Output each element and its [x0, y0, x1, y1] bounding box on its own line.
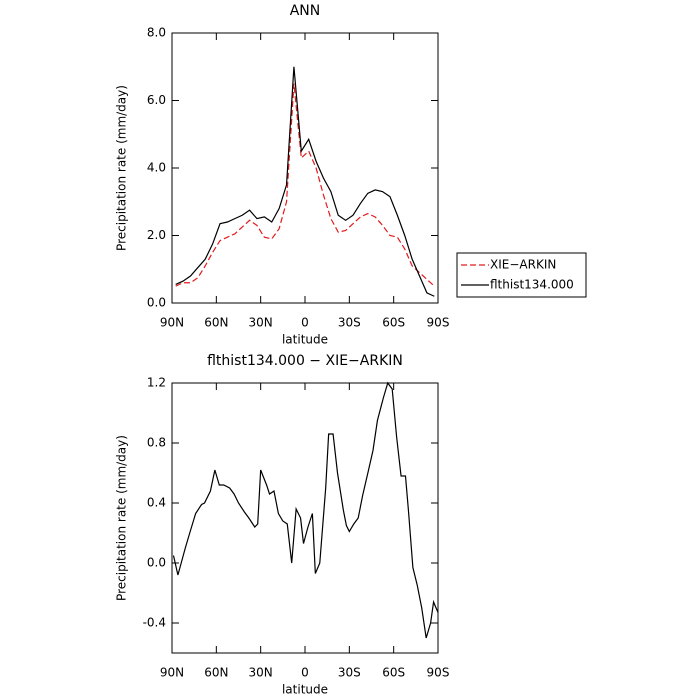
legend-box [456, 252, 587, 298]
legend-label: flthist134.000 [490, 278, 574, 292]
chart-title: ANN [290, 3, 321, 19]
plot-frame [171, 32, 439, 304]
y-tick-label: 0.0 [147, 556, 166, 570]
y-tick-label: 8.0 [147, 26, 166, 40]
x-tick-label: 0 [301, 316, 309, 330]
x-tick-label: 90S [427, 316, 450, 330]
x-tick-label: 90N [160, 666, 184, 680]
data-line [175, 83, 435, 287]
y-tick-label: 2.0 [147, 228, 166, 242]
x-tick-label: 60N [204, 666, 228, 680]
y-tick-label: 0.8 [147, 436, 166, 450]
x-tick-label: 90S [427, 666, 450, 680]
x-tick-label: 60N [204, 316, 228, 330]
x-tick-label: 30S [338, 316, 361, 330]
y-axis-label: Precipitation rate (mm/day) [115, 85, 129, 251]
x-tick-label: 90N [160, 316, 184, 330]
x-axis-label: latitude [282, 683, 328, 697]
legend-label: XIE−ARKIN [490, 258, 556, 272]
y-tick-label: -0.4 [143, 616, 166, 630]
chart-title: flthist134.000 − XIE−ARKIN [207, 353, 403, 369]
y-tick-label: 1.2 [147, 376, 166, 390]
data-line [175, 66, 435, 297]
x-tick-label: 0 [301, 666, 309, 680]
y-axis-label: Precipitation rate (mm/day) [115, 435, 129, 601]
x-axis-label: latitude [282, 333, 328, 347]
x-tick-label: 30N [249, 316, 273, 330]
data-line [172, 381, 439, 639]
y-tick-label: 4.0 [147, 161, 166, 175]
chart: flthist134.000 − XIE−ARKIN -0.4 0.0 0.4 0.8 1… [115, 353, 450, 697]
y-tick-label: 6.0 [147, 93, 166, 107]
y-tick-label: 0.0 [147, 296, 166, 310]
legend: XIE−ARKIN flthist134.000 [456, 252, 587, 298]
x-tick-label: 60S [382, 666, 405, 680]
x-tick-label: 30S [338, 666, 361, 680]
x-tick-label: 60S [382, 316, 405, 330]
plot-frame [171, 382, 439, 654]
y-tick-label: 0.4 [147, 496, 166, 510]
x-tick-label: 30N [249, 666, 273, 680]
chart: ANN 0.0 2.0 4.0 6.0 8.0 90N 60N 30N 0 30S 60S 90S lat… [115, 3, 587, 347]
